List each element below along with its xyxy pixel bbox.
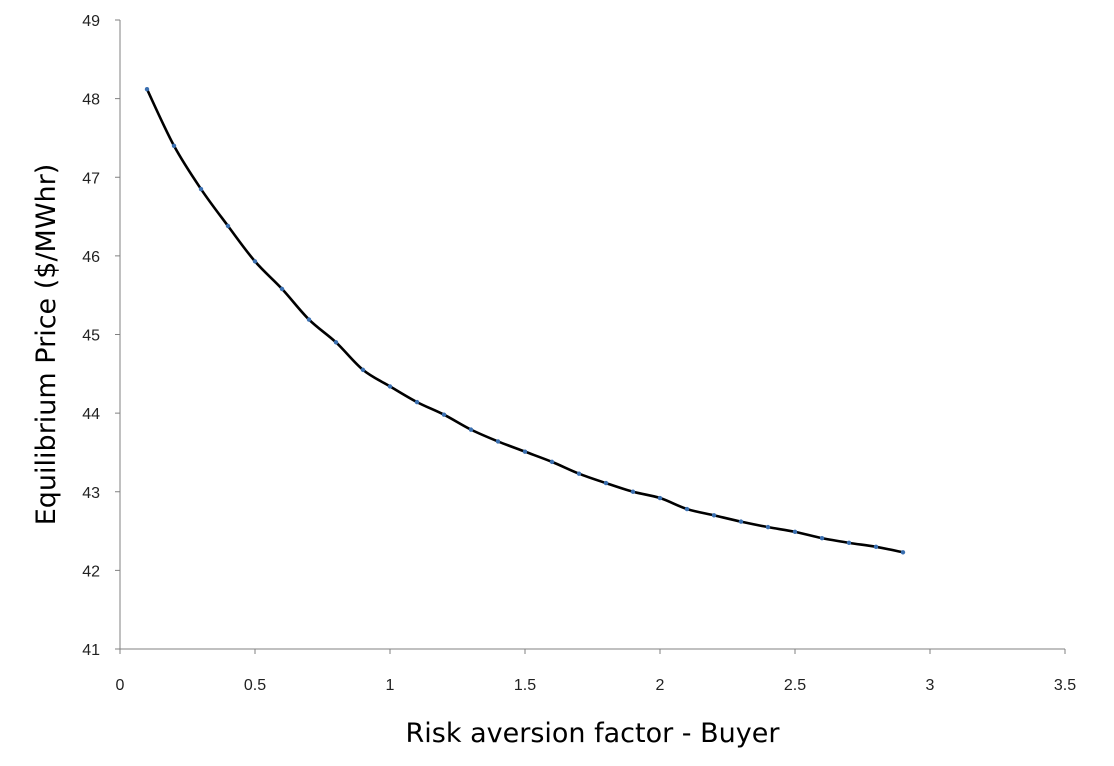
data-point [900, 550, 906, 555]
y-tick-label: 47 [82, 170, 100, 187]
y-tick-label: 48 [82, 92, 100, 109]
data-point [360, 367, 366, 373]
x-tick-label: 3 [926, 677, 935, 694]
y-tick-label: 49 [82, 13, 100, 30]
y-tick-label: 45 [82, 328, 100, 345]
y-axis-ticks: 41 42 43 44 45 46 47 48 49 [82, 13, 120, 659]
data-point [306, 317, 312, 322]
data-point [576, 471, 582, 476]
x-tick-label: 1 [386, 677, 395, 694]
data-point [468, 427, 474, 432]
data-point [684, 506, 690, 512]
x-tick-label: 0.5 [244, 677, 266, 694]
data-point [144, 86, 150, 92]
data-point [819, 535, 825, 541]
x-tick-label: 2.5 [784, 677, 806, 694]
axes [119, 20, 1065, 650]
data-point [522, 449, 528, 454]
y-tick-label: 46 [82, 249, 100, 266]
data-point [414, 399, 420, 405]
data-point [657, 495, 663, 501]
data-point [252, 259, 258, 264]
data-point [198, 186, 204, 192]
data-point [630, 489, 636, 494]
series-line [145, 87, 905, 554]
x-axis-title: Risk aversion factor - Buyer [406, 718, 781, 749]
x-tick-label: 1.5 [514, 677, 536, 694]
data-point [765, 524, 771, 530]
y-tick-label: 43 [82, 485, 100, 502]
y-tick-label: 44 [82, 406, 100, 423]
data-point [171, 143, 177, 148]
data-point [441, 412, 447, 417]
data-point [711, 513, 717, 518]
data-point [549, 459, 555, 465]
y-tick-label: 42 [82, 563, 100, 580]
data-point [333, 340, 339, 345]
data-point [495, 439, 501, 444]
data-point [846, 540, 852, 546]
series-layer [144, 86, 906, 555]
data-point [225, 223, 231, 229]
y-tick-label: 41 [82, 642, 100, 659]
x-axis-ticks: 0 0.5 1 1.5 2 2.5 3 3.5 [116, 649, 1076, 694]
x-tick-label: 0 [116, 677, 125, 694]
y-axis-title: Equilibrium Price ($/MWhr) [31, 164, 62, 526]
data-point [873, 544, 879, 549]
data-point [387, 384, 393, 389]
data-point [792, 529, 798, 535]
data-point [738, 519, 744, 524]
x-tick-label: 3.5 [1054, 677, 1076, 694]
data-point [279, 286, 285, 292]
x-tick-label: 2 [656, 677, 665, 694]
data-point [603, 480, 609, 486]
